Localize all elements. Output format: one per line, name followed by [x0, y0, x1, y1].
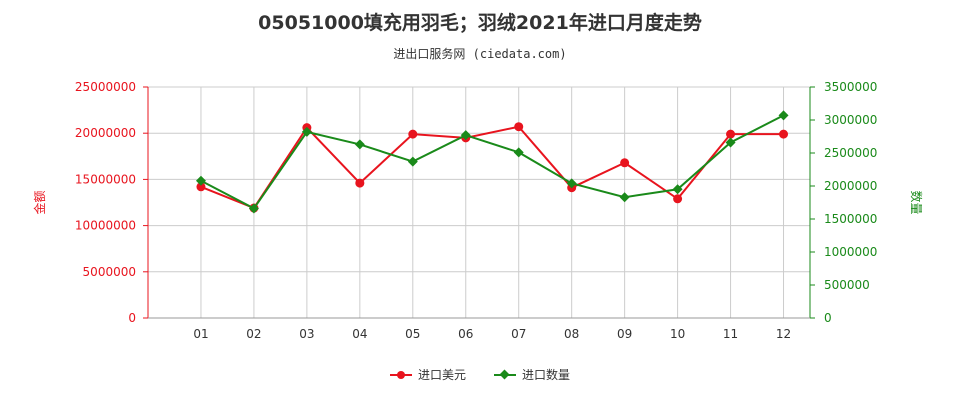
legend-label-quantity: 进口数量 — [522, 368, 571, 382]
data-point-quantity — [619, 192, 630, 203]
y-tick-left-label: 5000000 — [83, 265, 136, 279]
legend: 进口美元 进口数量 — [0, 366, 960, 383]
data-point-amount — [355, 178, 365, 188]
x-tick-label: 03 — [299, 327, 314, 341]
x-tick-label: 05 — [405, 327, 420, 341]
data-point-quantity — [407, 156, 418, 167]
legend-item-amount[interactable]: 进口美元 — [389, 366, 466, 383]
data-point-quantity — [778, 110, 789, 121]
data-point-quantity — [195, 175, 206, 186]
y-tick-left-label: 15000000 — [75, 172, 136, 186]
data-point-quantity — [354, 139, 365, 150]
x-tick-label: 11 — [723, 327, 738, 341]
data-point-amount — [196, 182, 206, 192]
data-point-quantity — [248, 203, 259, 214]
legend-swatch-amount — [389, 370, 412, 380]
data-point-amount — [726, 129, 736, 139]
y-tick-right-label: 0 — [824, 311, 832, 325]
series-line-amount — [200, 125, 784, 210]
y-tick-left-label: 25000000 — [75, 80, 136, 94]
series-line-quantity — [200, 114, 784, 210]
data-point-quantity — [301, 126, 312, 137]
y-tick-right-label: 3500000 — [824, 80, 877, 94]
chart-subtitle: 进出口服务网 (ciedata.com) — [393, 47, 567, 61]
x-tick-label: 09 — [617, 327, 632, 341]
data-point-quantity — [672, 184, 683, 195]
x-tick-label: 07 — [511, 327, 526, 341]
y-tick-right-label: 500000 — [824, 278, 870, 292]
x-tick-label: 06 — [458, 327, 473, 341]
y-axis-left-label: 金额 — [32, 190, 47, 214]
y-tick-right-label: 2000000 — [824, 179, 877, 193]
data-point-amount — [779, 129, 789, 139]
x-tick-label: 02 — [246, 327, 261, 341]
x-tick-label: 04 — [352, 327, 367, 341]
data-point-amount — [620, 158, 630, 168]
x-tick-label: 10 — [670, 327, 685, 341]
data-point-amount — [408, 129, 418, 139]
legend-label-amount: 进口美元 — [417, 368, 466, 382]
legend-swatch-quantity — [494, 369, 516, 380]
y-tick-right-label: 1000000 — [824, 245, 877, 259]
chart-title: 05051000填充用羽毛；羽绒2021年进口月度走势 — [258, 12, 702, 34]
data-point-quantity — [460, 130, 471, 141]
x-tick-label: 12 — [776, 327, 791, 341]
data-point-amount — [514, 122, 524, 132]
y-axis-right-label: 数量 — [909, 190, 924, 214]
x-tick-label: 08 — [564, 327, 579, 341]
data-point-quantity — [566, 178, 577, 189]
y-tick-left-label: 0 — [128, 311, 136, 325]
data-point-quantity — [725, 137, 736, 148]
data-point-amount — [673, 194, 683, 204]
y-tick-left-label: 10000000 — [75, 219, 136, 233]
y-tick-right-label: 1500000 — [824, 212, 877, 226]
data-point-quantity — [513, 147, 524, 158]
y-tick-right-label: 3000000 — [824, 113, 877, 127]
y-tick-left-label: 20000000 — [75, 126, 136, 140]
legend-item-quantity[interactable]: 进口数量 — [494, 366, 570, 383]
x-tick-label: 01 — [193, 327, 208, 341]
y-tick-right-label: 2500000 — [824, 146, 877, 160]
